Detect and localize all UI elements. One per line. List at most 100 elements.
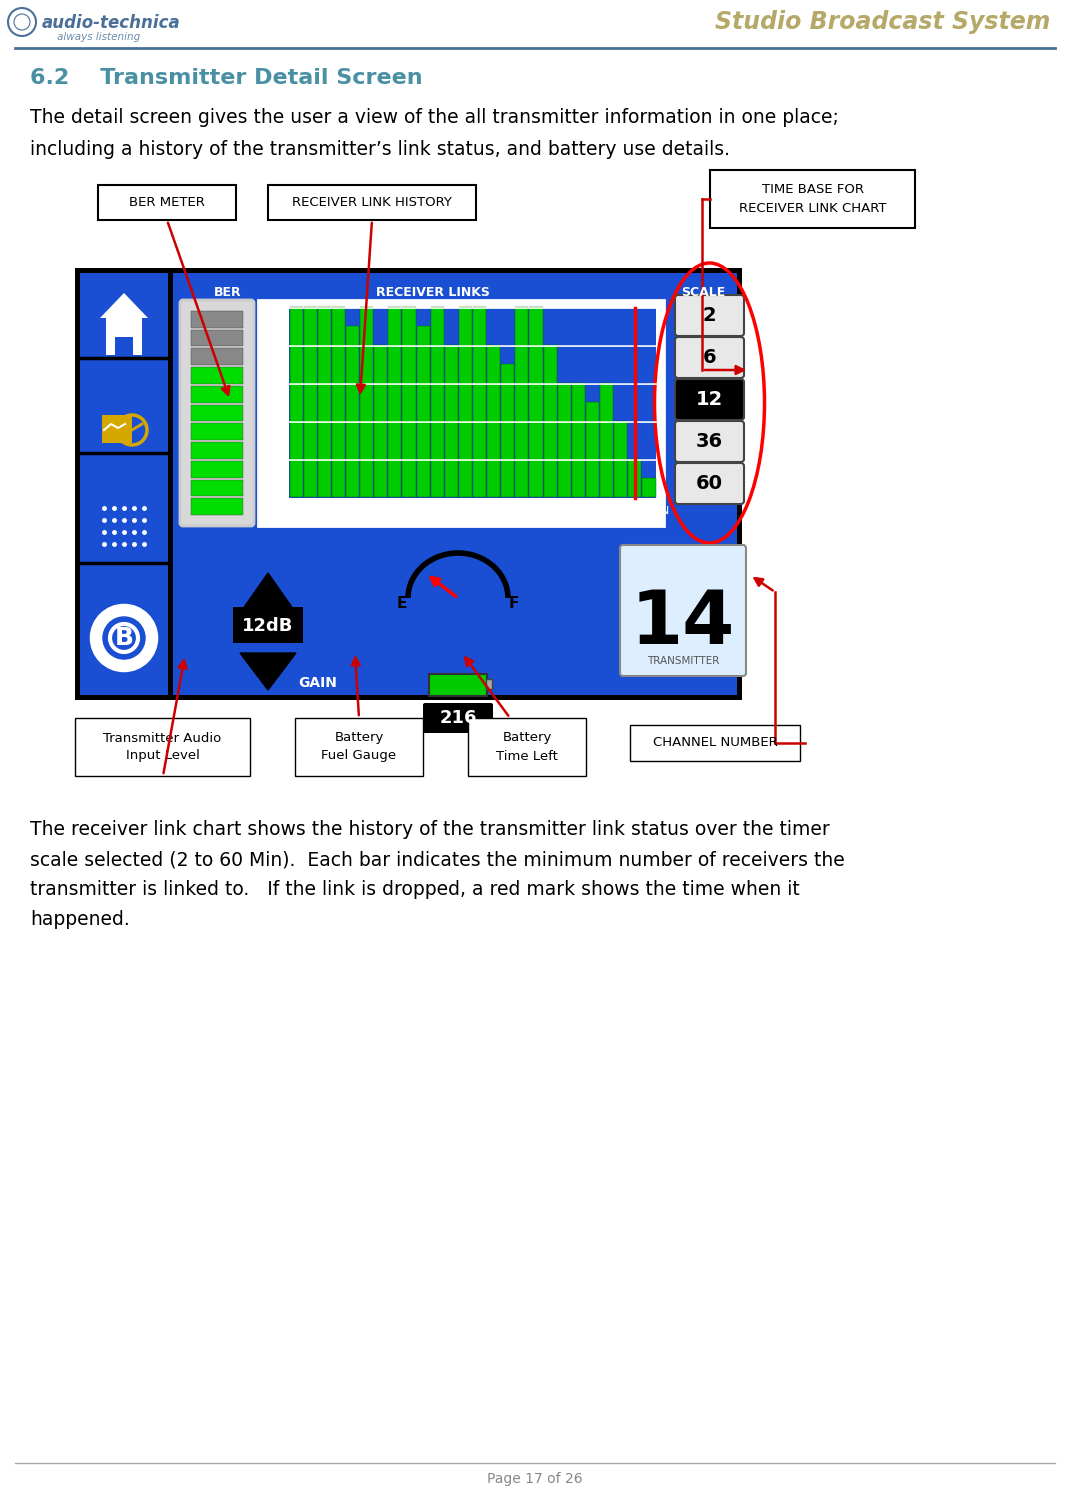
Text: BER: BER <box>214 286 242 300</box>
Text: 36: 36 <box>696 432 723 450</box>
FancyBboxPatch shape <box>289 309 656 498</box>
FancyBboxPatch shape <box>192 480 243 497</box>
Text: BER METER: BER METER <box>129 195 205 209</box>
Text: 2: 2 <box>594 505 601 516</box>
Text: 5: 5 <box>278 303 285 313</box>
FancyBboxPatch shape <box>192 498 243 514</box>
Text: SCALE: SCALE <box>681 286 725 300</box>
Text: 8: 8 <box>411 505 418 516</box>
FancyBboxPatch shape <box>614 420 627 497</box>
Text: B: B <box>114 626 134 650</box>
FancyBboxPatch shape <box>473 307 486 497</box>
FancyBboxPatch shape <box>459 307 472 497</box>
Text: 6: 6 <box>703 347 716 367</box>
FancyBboxPatch shape <box>290 307 303 497</box>
FancyBboxPatch shape <box>192 349 243 365</box>
Text: transmitter is linked to.   If the link is dropped, a red mark shows the time wh: transmitter is linked to. If the link is… <box>30 880 799 899</box>
Text: MIN: MIN <box>648 505 670 516</box>
FancyBboxPatch shape <box>258 300 664 526</box>
Text: 3: 3 <box>278 379 285 389</box>
FancyBboxPatch shape <box>180 300 254 526</box>
FancyBboxPatch shape <box>516 307 529 497</box>
Text: 14: 14 <box>631 586 735 659</box>
FancyBboxPatch shape <box>468 719 586 775</box>
FancyBboxPatch shape <box>675 295 744 335</box>
Text: TRANSMITTER: TRANSMITTER <box>646 656 719 666</box>
Polygon shape <box>240 653 296 690</box>
FancyBboxPatch shape <box>429 674 487 696</box>
FancyBboxPatch shape <box>332 307 345 497</box>
Text: 2: 2 <box>703 306 716 325</box>
FancyBboxPatch shape <box>268 185 476 221</box>
FancyBboxPatch shape <box>402 307 415 497</box>
FancyBboxPatch shape <box>192 443 243 459</box>
FancyBboxPatch shape <box>530 307 542 497</box>
Text: always listening: always listening <box>57 31 140 42</box>
FancyBboxPatch shape <box>102 414 132 443</box>
Text: Battery
Time Left: Battery Time Left <box>496 732 557 762</box>
Text: F: F <box>509 595 519 610</box>
FancyBboxPatch shape <box>361 307 373 497</box>
FancyBboxPatch shape <box>192 423 243 440</box>
Text: E: E <box>397 595 408 610</box>
Polygon shape <box>240 573 296 613</box>
FancyBboxPatch shape <box>486 678 492 689</box>
Text: happened.: happened. <box>30 910 129 929</box>
Text: TIME BASE FOR
RECEIVER LINK CHART: TIME BASE FOR RECEIVER LINK CHART <box>738 183 886 215</box>
FancyBboxPatch shape <box>80 273 168 695</box>
FancyBboxPatch shape <box>430 307 444 497</box>
FancyBboxPatch shape <box>675 337 744 379</box>
FancyBboxPatch shape <box>233 607 303 643</box>
FancyBboxPatch shape <box>374 344 387 497</box>
Text: CHANNEL NUMBER: CHANNEL NUMBER <box>653 737 778 750</box>
FancyBboxPatch shape <box>416 327 430 497</box>
Text: Page 17 of 26: Page 17 of 26 <box>487 1472 583 1487</box>
FancyBboxPatch shape <box>304 307 317 497</box>
FancyBboxPatch shape <box>586 403 599 497</box>
FancyBboxPatch shape <box>445 344 458 497</box>
FancyBboxPatch shape <box>173 273 737 695</box>
Text: 12: 12 <box>285 505 299 516</box>
FancyBboxPatch shape <box>544 344 556 497</box>
Text: The detail screen gives the user a view of the all transmitter information in on: The detail screen gives the user a view … <box>30 107 839 127</box>
FancyBboxPatch shape <box>106 318 142 355</box>
FancyBboxPatch shape <box>487 344 501 497</box>
Text: 6.2    Transmitter Detail Screen: 6.2 Transmitter Detail Screen <box>30 69 423 88</box>
Text: MIN: MIN <box>447 740 469 750</box>
Text: 4: 4 <box>278 341 285 350</box>
FancyBboxPatch shape <box>675 464 744 504</box>
FancyBboxPatch shape <box>75 719 250 775</box>
Text: 6: 6 <box>472 505 479 516</box>
Text: 12dB: 12dB <box>242 617 293 635</box>
FancyBboxPatch shape <box>600 383 613 497</box>
Text: 1: 1 <box>278 455 285 465</box>
Text: 60: 60 <box>696 474 723 494</box>
FancyBboxPatch shape <box>114 337 133 355</box>
FancyBboxPatch shape <box>501 364 515 497</box>
FancyBboxPatch shape <box>346 327 360 497</box>
FancyBboxPatch shape <box>192 386 243 403</box>
Text: 0: 0 <box>278 494 285 502</box>
FancyBboxPatch shape <box>192 404 243 422</box>
FancyBboxPatch shape <box>628 459 641 497</box>
Text: GAIN: GAIN <box>299 675 337 690</box>
FancyBboxPatch shape <box>98 185 236 221</box>
FancyBboxPatch shape <box>620 546 746 675</box>
FancyBboxPatch shape <box>571 383 585 497</box>
Text: RECEIVER LINK HISTORY: RECEIVER LINK HISTORY <box>292 195 452 209</box>
Text: audio-technica: audio-technica <box>42 13 181 31</box>
FancyBboxPatch shape <box>388 307 401 497</box>
Text: Transmitter Audio
Input Level: Transmitter Audio Input Level <box>104 732 221 762</box>
FancyBboxPatch shape <box>423 702 493 734</box>
FancyBboxPatch shape <box>557 383 570 497</box>
Text: RECEIVER LINKS: RECEIVER LINKS <box>376 286 490 300</box>
Text: The receiver link chart shows the history of the transmitter link status over th: The receiver link chart shows the histor… <box>30 820 829 839</box>
Text: 12: 12 <box>696 391 723 409</box>
FancyBboxPatch shape <box>75 268 742 699</box>
FancyBboxPatch shape <box>675 379 744 420</box>
Text: including a history of the transmitter’s link status, and battery use details.: including a history of the transmitter’s… <box>30 140 730 160</box>
Text: 4: 4 <box>533 505 540 516</box>
FancyBboxPatch shape <box>630 725 800 760</box>
FancyBboxPatch shape <box>192 330 243 346</box>
FancyBboxPatch shape <box>295 719 423 775</box>
